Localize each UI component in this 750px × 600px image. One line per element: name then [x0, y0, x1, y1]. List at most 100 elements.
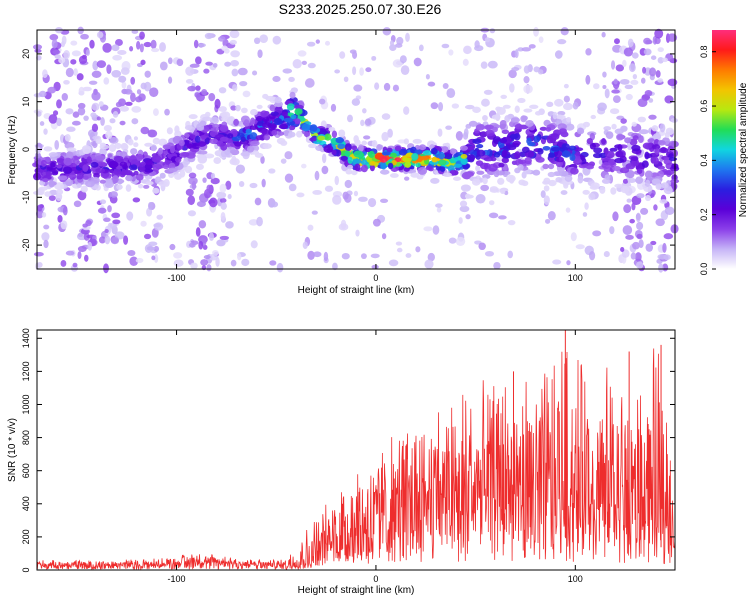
spectrogram-cell: [286, 103, 295, 111]
spectrogram-cell: [202, 116, 212, 122]
spectrogram-cell: [359, 67, 364, 76]
spectrogram-cell: [257, 121, 264, 127]
spectrogram-cell: [256, 104, 263, 110]
spectrogram-cell: [72, 262, 78, 268]
spectrogram-cell: [289, 91, 296, 99]
spectrogram-cell: [133, 142, 139, 148]
spectrogram-cell: [464, 104, 475, 110]
spectrogram-cell: [195, 163, 204, 170]
spectrogram-cell: [227, 133, 234, 139]
spectrogram-cell: [111, 212, 121, 219]
spectrogram-cell: [347, 164, 354, 170]
spectrogram-cell: [642, 66, 647, 74]
spectrogram-cell: [253, 37, 261, 45]
spectrogram-cell: [644, 151, 650, 160]
spectrogram-cell: [214, 98, 221, 109]
spectrogram-cell: [611, 123, 617, 130]
spectrogram-cell: [635, 212, 641, 223]
spectrogram-cell: [61, 92, 68, 101]
spectrogram-cell: [383, 82, 391, 91]
spectrogram-cell: [501, 157, 509, 164]
spectrogram-cell: [229, 29, 240, 39]
spectrogram-cell: [353, 190, 359, 197]
spectrogram-cell: [240, 136, 246, 142]
spectrogram-cell: [296, 130, 303, 138]
spectrogram-cell: [254, 197, 262, 206]
spectrogram-cell: [668, 157, 678, 162]
spectrogram-cell: [436, 207, 442, 213]
spectrogram-cell: [65, 108, 74, 115]
spectrogram-cell: [381, 233, 387, 240]
spectrogram-cell: [144, 168, 154, 173]
spectrogram-cell: [54, 54, 61, 59]
spectrogram-cell: [115, 101, 123, 108]
spectrogram-cell: [362, 108, 367, 114]
y-tick-label: 200: [21, 529, 31, 544]
spectrogram-cell: [150, 144, 157, 152]
y-tick-label: -20: [21, 239, 31, 252]
spectrogram-cell: [260, 155, 265, 164]
spectrogram-cell: [450, 148, 456, 155]
spectrogram-cell: [604, 150, 615, 159]
spectrogram-cell: [209, 116, 219, 125]
spectrogram-cell: [51, 39, 58, 49]
y-tick-label: -10: [21, 191, 31, 204]
spectrogram-cell: [641, 77, 646, 84]
spectrogram-cell: [480, 61, 488, 69]
spectrogram-cell: [565, 123, 575, 131]
spectrogram-cell: [250, 240, 258, 249]
spectrogram-cell: [572, 101, 579, 110]
spectrogram-cell: [643, 48, 652, 56]
spectrogram-cell: [126, 211, 134, 221]
spectrogram-cell: [563, 95, 570, 103]
spectrogram-cell: [292, 58, 302, 69]
spectrogram-cell: [543, 195, 550, 206]
spectrogram-cell: [555, 177, 563, 183]
colorbar-label: Normalized spectral amplitude: [738, 82, 749, 217]
spectrogram-cell: [588, 193, 596, 201]
spectrogram-cell: [427, 81, 436, 87]
spectrogram-cell: [174, 173, 182, 180]
spectrogram-cell: [231, 158, 240, 166]
spectrogram-cell: [91, 91, 101, 101]
spectrogram-cell: [98, 101, 104, 107]
spectrogram-cell: [363, 135, 371, 140]
spectrogram-cell: [533, 66, 540, 73]
spectrogram-cell: [619, 78, 630, 85]
spectrogram-cell: [39, 121, 45, 126]
spectrogram-cell: [631, 52, 639, 59]
spectrogram-cell: [337, 143, 346, 150]
spectrogram-cell: [563, 83, 569, 89]
spectrogram-cell: [657, 140, 666, 146]
spectrogram-cell: [195, 227, 201, 237]
spectrogram-cell: [152, 155, 162, 163]
spectrogram-cell: [543, 177, 551, 185]
spectrogram-cell: [196, 201, 206, 208]
spectrogram-cell: [542, 145, 551, 151]
spectrogram-cell: [405, 32, 410, 43]
spectrogram-cell: [511, 67, 520, 72]
spectrogram-cell: [417, 167, 428, 175]
spectrogram-cell: [35, 146, 42, 154]
spectrogram-cell: [137, 183, 144, 189]
spectrogram-cell: [38, 90, 47, 98]
spectrogram-cell: [640, 207, 649, 215]
spectrogram-cell: [204, 32, 213, 40]
spectrogram-cell: [123, 235, 129, 245]
spectrogram-cell: [610, 187, 617, 195]
spectrogram-cell: [43, 239, 49, 249]
spectrogram-cell: [501, 129, 510, 135]
spectrogram-cell: [61, 35, 67, 45]
spectrogram-cell: [49, 189, 59, 196]
spectrogram-cell: [303, 131, 310, 137]
spectrogram-cell: [601, 178, 611, 184]
spectrogram-cell: [650, 55, 657, 60]
spectrogram-cell: [85, 219, 92, 227]
spectrogram-cell: [482, 177, 488, 185]
spectrogram-cell: [212, 123, 220, 129]
spectrogram-cell: [627, 145, 633, 151]
spectrogram-cell: [651, 125, 659, 132]
spectrogram-cell: [631, 144, 641, 152]
spectrogram-cell: [230, 259, 237, 267]
spectrogram-cell: [652, 133, 662, 141]
